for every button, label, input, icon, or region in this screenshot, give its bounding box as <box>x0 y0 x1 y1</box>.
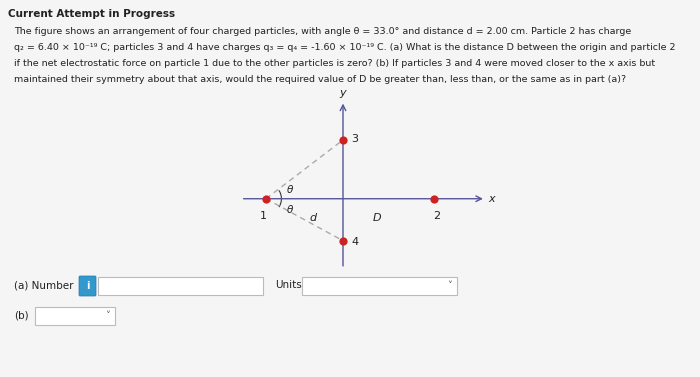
Text: if the net electrostatic force on particle 1 due to the other particles is zero?: if the net electrostatic force on partic… <box>14 59 655 68</box>
Text: ˅: ˅ <box>447 281 452 291</box>
Text: (b): (b) <box>14 310 29 320</box>
Text: Current Attempt in Progress: Current Attempt in Progress <box>8 9 175 19</box>
Bar <box>35 307 115 325</box>
Text: 2: 2 <box>433 211 440 221</box>
Point <box>337 238 349 244</box>
FancyBboxPatch shape <box>79 276 96 296</box>
Text: y: y <box>340 88 346 98</box>
Text: d: d <box>309 213 316 223</box>
Text: 3: 3 <box>351 133 358 144</box>
Text: D: D <box>373 213 382 223</box>
Text: q₂ = 6.40 × 10⁻¹⁹ C; particles 3 and 4 have charges q₃ = q₄ = -1.60 × 10⁻¹⁹ C. (: q₂ = 6.40 × 10⁻¹⁹ C; particles 3 and 4 h… <box>14 43 676 52</box>
Point <box>428 196 440 202</box>
Text: 1: 1 <box>260 211 267 221</box>
Text: Units: Units <box>275 280 302 290</box>
Text: $\theta$: $\theta$ <box>286 183 294 195</box>
Text: 4: 4 <box>351 237 358 247</box>
Text: (a) Number: (a) Number <box>14 280 74 290</box>
Text: i: i <box>85 281 90 291</box>
Point <box>260 196 272 202</box>
Text: maintained their symmetry about that axis, would the required value of D be grea: maintained their symmetry about that axi… <box>14 75 626 84</box>
Point <box>337 137 349 143</box>
Bar <box>302 277 457 295</box>
Bar <box>98 277 263 295</box>
Text: $\theta$: $\theta$ <box>286 202 294 215</box>
Text: ˅: ˅ <box>106 311 111 321</box>
Text: The figure shows an arrangement of four charged particles, with angle θ = 33.0° : The figure shows an arrangement of four … <box>14 27 631 36</box>
Text: x: x <box>489 194 495 204</box>
